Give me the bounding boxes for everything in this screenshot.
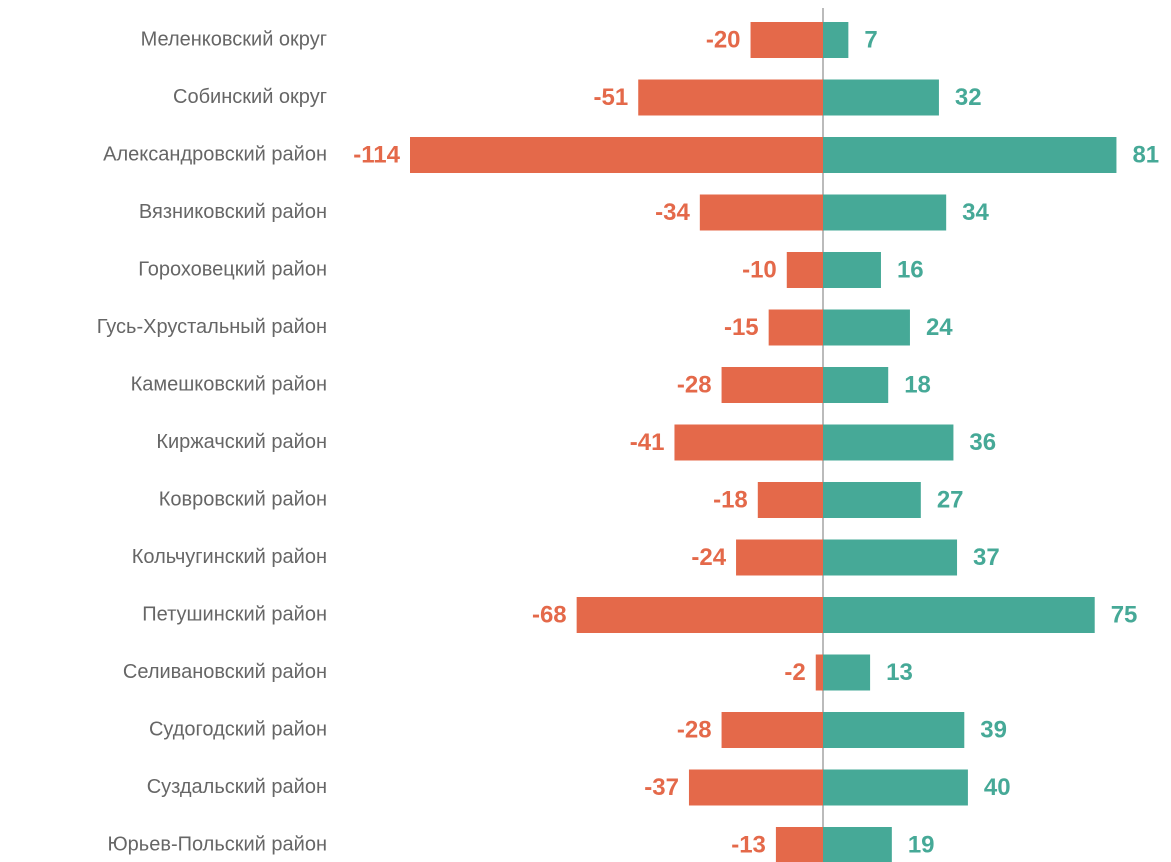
category-label: Судогодский район [149, 718, 327, 740]
value-label: -10 [742, 256, 777, 283]
value-label: -15 [724, 314, 759, 341]
bar [823, 597, 1095, 633]
category-label: Александровский район [103, 143, 327, 165]
bar [823, 424, 954, 461]
category-label: Камешковский район [131, 373, 327, 395]
bar [823, 712, 965, 748]
value-label: -68 [532, 601, 567, 628]
category-label: Киржачский район [156, 431, 327, 453]
value-label: 24 [926, 314, 953, 341]
bar [823, 769, 968, 806]
category-label: Суздальский район [147, 776, 327, 798]
value-label: -24 [691, 544, 726, 571]
value-label: -114 [353, 141, 400, 168]
bar [775, 827, 823, 862]
bar [823, 539, 958, 576]
value-label: 34 [962, 199, 989, 226]
bar [410, 137, 823, 173]
category-label: Петушинский район [142, 603, 327, 625]
value-label: -37 [644, 774, 679, 801]
bar [721, 367, 823, 403]
category-label: Ковровский район [159, 488, 327, 510]
value-label: -51 [594, 84, 629, 111]
bar [815, 654, 823, 691]
value-label: 16 [897, 256, 924, 283]
value-label: 18 [904, 371, 931, 398]
category-label: Меленковский округ [141, 28, 327, 50]
bar [823, 252, 881, 288]
bar [699, 194, 823, 231]
bar [823, 194, 947, 231]
category-label: Гороховецкий район [138, 258, 327, 280]
bar [721, 712, 823, 748]
bar [757, 482, 823, 518]
value-label: 81 [1132, 141, 1159, 168]
category-label: Кольчугинский район [132, 546, 327, 568]
category-label: Селивановский район [123, 661, 327, 683]
bar [823, 654, 871, 691]
bar [768, 309, 823, 346]
bar [823, 22, 849, 58]
bar [638, 79, 823, 116]
value-label: -28 [677, 371, 712, 398]
value-label: 13 [886, 659, 913, 686]
bar [736, 539, 823, 576]
value-label: -28 [677, 716, 712, 743]
bar [750, 22, 823, 58]
value-label: 7 [864, 26, 877, 53]
bar [786, 252, 823, 288]
value-label: -13 [731, 831, 766, 858]
value-label: 39 [980, 716, 1007, 743]
value-label: -2 [784, 659, 805, 686]
value-label: 40 [984, 774, 1011, 801]
value-label: -20 [706, 26, 741, 53]
value-label: -18 [713, 486, 748, 513]
bar [674, 424, 823, 461]
bar [823, 79, 939, 116]
bar [823, 367, 889, 403]
value-label: 19 [908, 831, 935, 858]
bar [823, 827, 892, 862]
bar [823, 309, 910, 346]
value-label: -41 [630, 429, 665, 456]
bar [823, 137, 1117, 173]
category-label: Собинский округ [173, 86, 327, 108]
category-label: Юрьев-Польский район [107, 833, 327, 855]
value-label: 27 [937, 486, 964, 513]
bar [688, 769, 823, 806]
value-label: -34 [655, 199, 690, 226]
bar [576, 597, 823, 633]
value-label: 32 [955, 84, 982, 111]
value-label: 36 [969, 429, 996, 456]
value-label: 75 [1111, 601, 1138, 628]
category-label: Вязниковский район [139, 201, 327, 223]
bar [823, 482, 921, 518]
value-label: 37 [973, 544, 1000, 571]
category-label: Гусь-Хрустальный район [97, 316, 327, 338]
